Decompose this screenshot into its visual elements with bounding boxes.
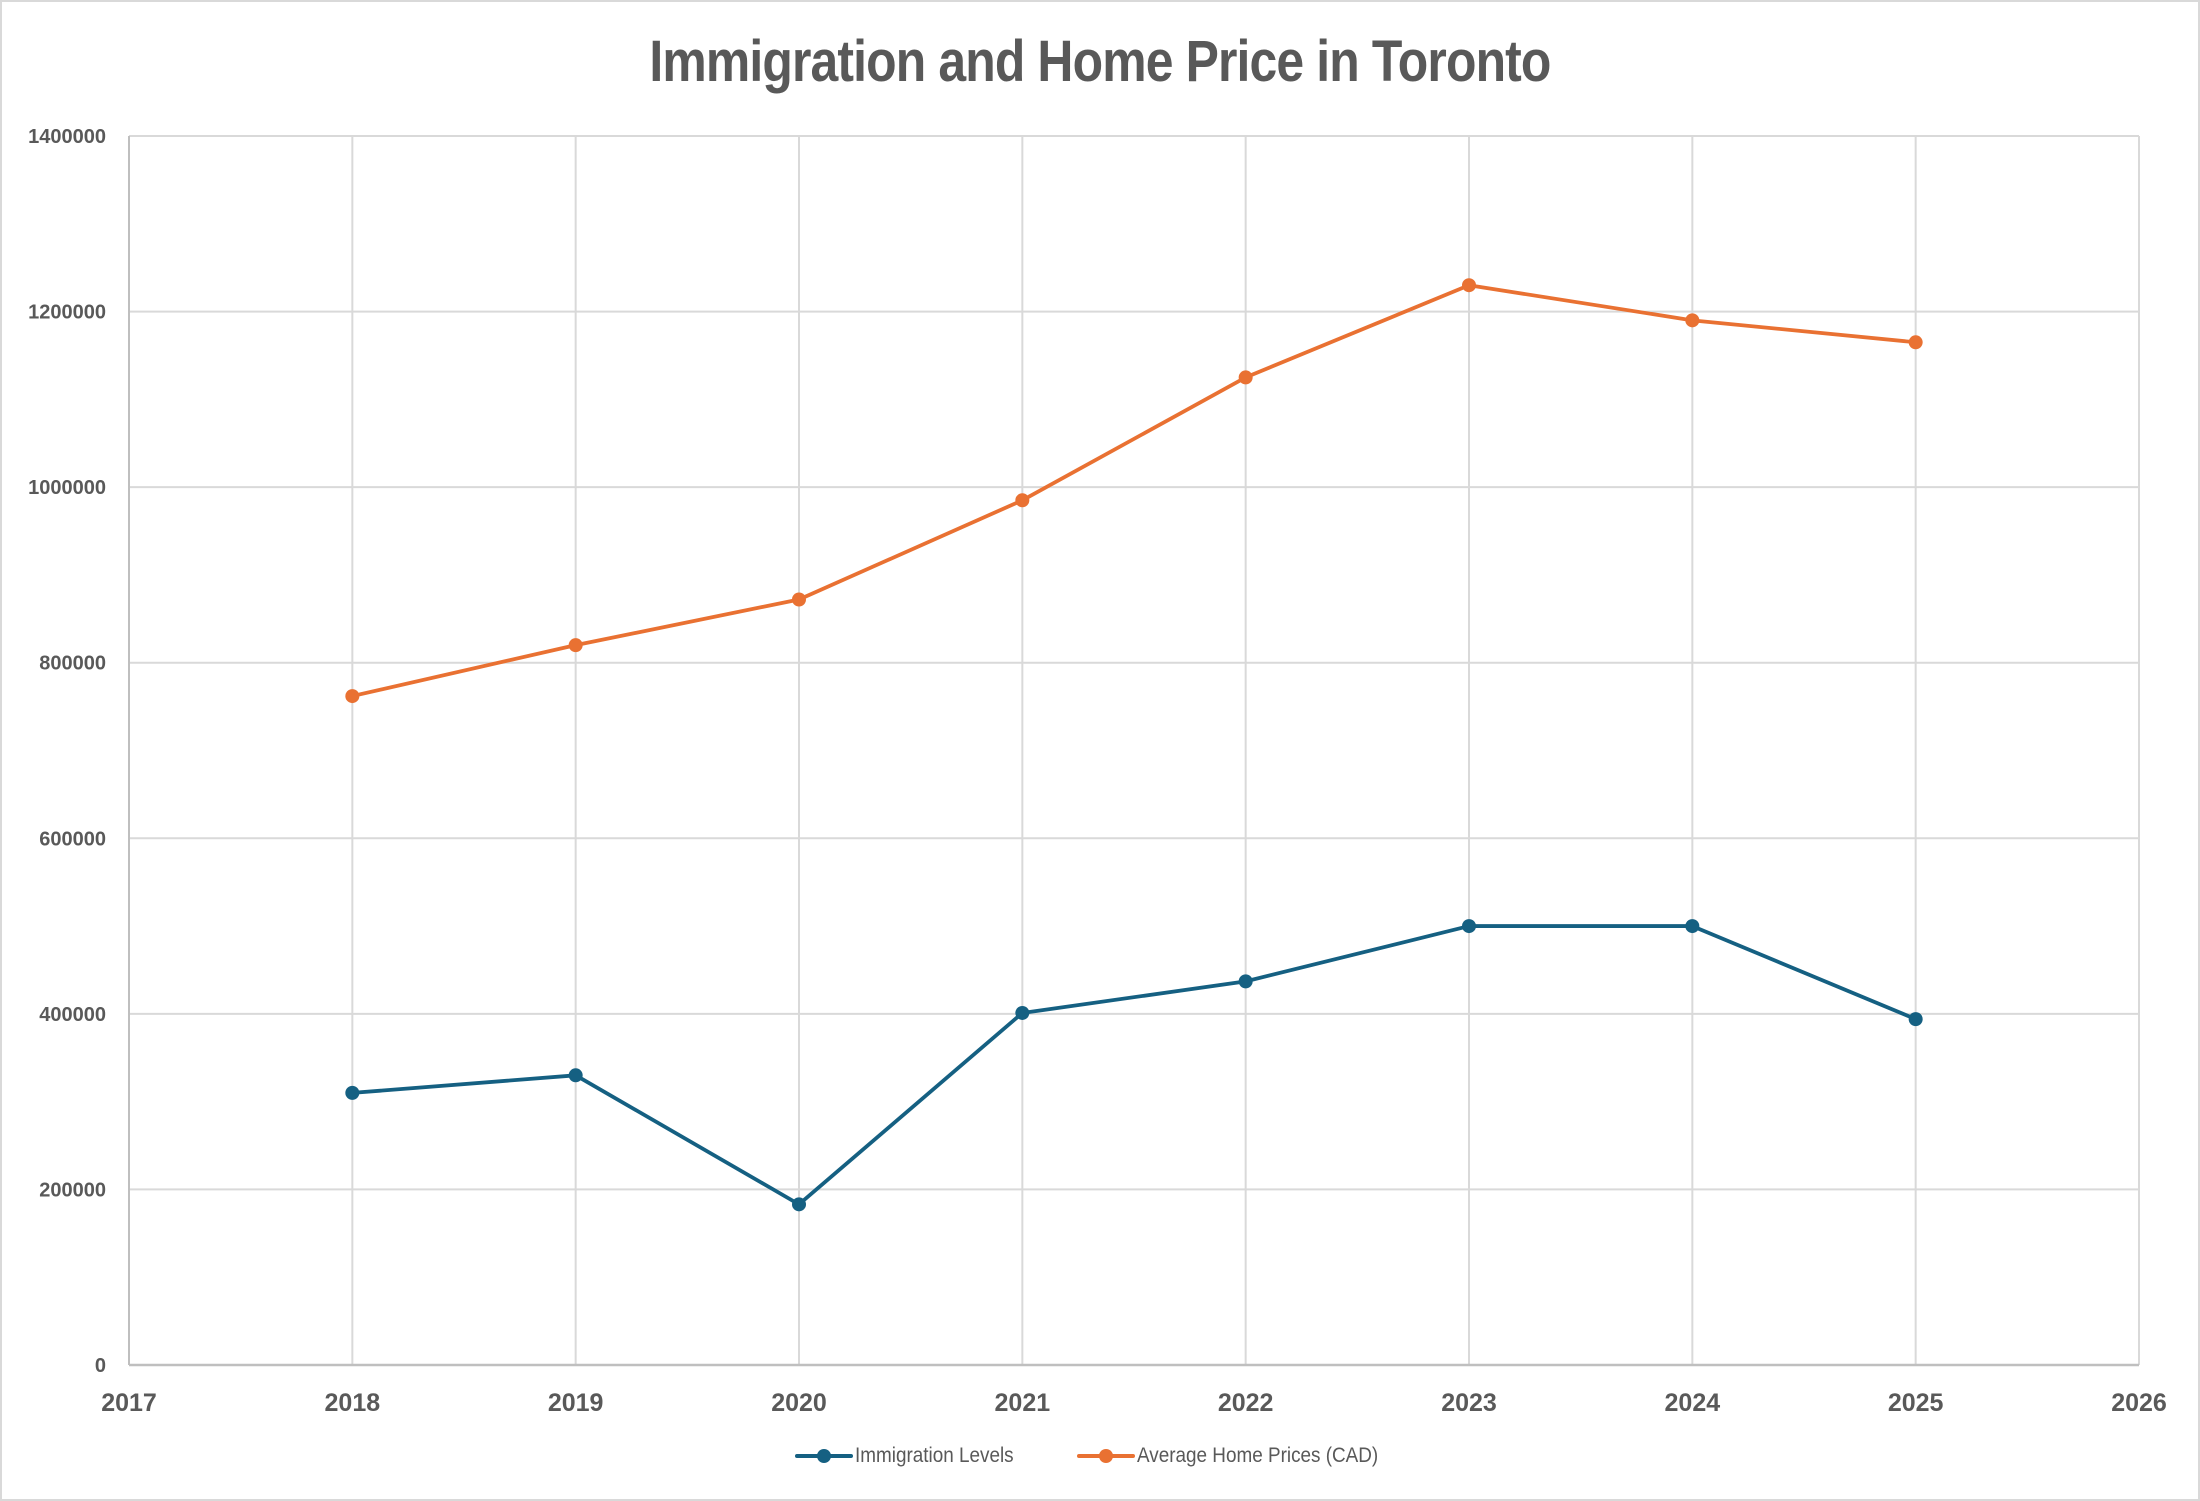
data-point [568,1068,583,1083]
data-point [1462,278,1476,293]
data-point [1015,1005,1030,1020]
y-tick-label: 1000000 [28,477,106,499]
x-axis-tick-labels: 2017 2018 2019 2020 2021 2022 2023 2024 2025 2026 [101,1389,2167,1417]
series-layer [345,278,1923,1212]
legend-swatch-average-home-prices [1077,1446,1136,1466]
legend-circle-marker [816,1449,831,1463]
y-tick-label: 400000 [39,1004,106,1026]
y-tick-label: 0 [95,1355,106,1377]
data-point [1908,1012,1923,1027]
chart-title: Immigration and Home Price in Toronto [0,28,2200,95]
legend-circle-marker [1099,1449,1114,1463]
chart-title-text: Immigration and Home Price in Toronto [649,29,1551,94]
x-tick-label: 2020 [771,1389,827,1417]
data-point [1685,919,1700,934]
data-point [1462,919,1476,934]
x-tick-label: 2023 [1441,1389,1497,1417]
y-tick-label: 1400000 [28,126,106,148]
y-tick-label: 1200000 [28,302,106,324]
series-immigration-levels [345,919,1923,1212]
data-point [1015,493,1030,508]
x-tick-label: 2019 [548,1389,604,1417]
data-point [345,1085,360,1100]
data-point [1908,335,1923,350]
legend-swatch-immigration-levels [794,1446,853,1466]
y-axis-tick-labels: 0 200000 400000 600000 800000 1000000 1200000 1… [28,126,106,1377]
data-point [792,1197,806,1212]
y-tick-label: 600000 [39,828,106,850]
x-tick-label: 2025 [1888,1389,1944,1417]
legend-item-average-home-prices[interactable]: Average Home Prices (CAD) [1077,1444,1405,1468]
data-point [345,689,360,704]
legend-item-immigration-levels[interactable]: Immigration Levels [794,1444,1031,1468]
data-point [1685,313,1700,328]
data-point [1238,370,1253,385]
series-line [350,283,1918,698]
legend: Immigration Levels Average Home Prices (… [0,1444,2200,1468]
x-tick-label: 2026 [2111,1389,2167,1417]
y-tick-label: 200000 [39,1179,106,1201]
legend-label: Average Home Prices (CAD) [1137,1444,1379,1467]
axes [128,136,2139,1367]
data-point [568,638,583,653]
data-point [1238,974,1253,989]
y-gridlines [129,135,2139,1191]
legend-label: Immigration Levels [854,1444,1014,1467]
x-tick-label: 2024 [1665,1389,1721,1417]
x-tick-label: 2022 [1218,1389,1274,1417]
series-average-home-prices-cad [345,278,1923,704]
data-point [792,592,806,607]
x-gridlines [351,136,2140,1365]
x-tick-label: 2021 [995,1389,1051,1417]
x-tick-label: 2018 [325,1389,381,1417]
y-tick-label: 800000 [39,653,106,675]
x-tick-label: 2017 [101,1389,157,1417]
series-line [350,924,1918,1207]
